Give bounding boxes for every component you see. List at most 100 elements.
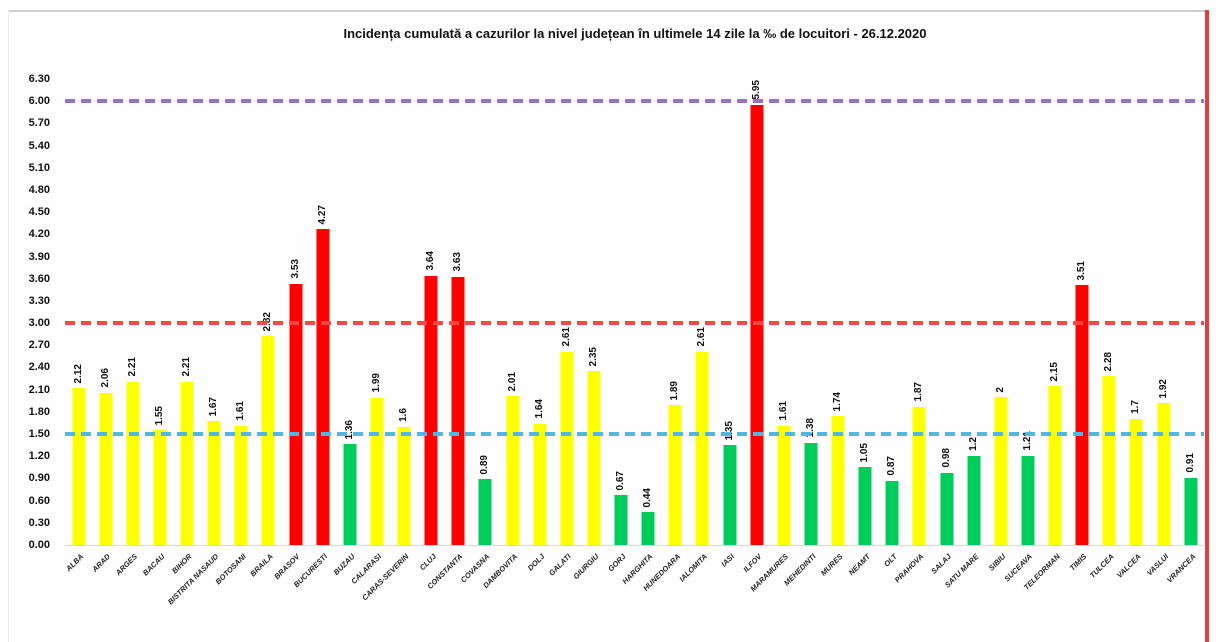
bar-teleorman xyxy=(1048,385,1062,545)
x-axis-label: BIHOR xyxy=(169,552,194,576)
bar-sibiu xyxy=(994,397,1008,545)
y-axis-tick: 6.00 xyxy=(28,95,50,108)
bar-arad xyxy=(99,392,113,545)
bar-value-label: 2.06 xyxy=(99,368,111,388)
bar-column-calarasi: 1.99 CALARASI xyxy=(350,79,390,586)
y-axis-tick: 1.50 xyxy=(28,428,50,441)
bar-value-label: 1.89 xyxy=(669,380,681,401)
bar-bacau xyxy=(153,430,167,545)
bar-column-teleorman: 2.15 TELEORMAN xyxy=(1021,79,1069,592)
upper-limit-line xyxy=(65,99,1204,104)
x-axis-label: CLUJ xyxy=(417,552,438,573)
y-axis-tick: 3.00 xyxy=(28,317,50,330)
x-axis-label: OLT xyxy=(882,552,899,569)
bar-value-label: 0.91 xyxy=(1184,453,1196,473)
chart-title: Incidența cumulată a cazurilor la nivel … xyxy=(343,26,927,41)
bar-column-sibiu: 2 SIBIU xyxy=(987,79,1014,573)
bar-value-label: 2.35 xyxy=(587,346,599,367)
bar-value-label: 1.74 xyxy=(832,391,844,412)
x-axis-label: GALATI xyxy=(547,552,574,578)
x-axis-label: SIBIU xyxy=(986,552,1008,573)
bar-value-label: 3.51 xyxy=(1076,260,1088,281)
y-axis-tick: 5.10 xyxy=(28,161,50,174)
y-axis-tick: 2.40 xyxy=(28,361,50,374)
bar-value-label: 0.67 xyxy=(615,470,627,491)
y-axis-tick: 6.30 xyxy=(28,73,50,85)
x-axis-label: BRAILA xyxy=(248,552,275,579)
bar-iasi xyxy=(723,445,737,545)
bar-column-satu-mare: 1.2 SATU MARE xyxy=(943,79,987,589)
y-axis-tick: 0.60 xyxy=(28,494,50,507)
y-axis-tick: 2.70 xyxy=(28,339,50,352)
y-axis-tick: 0.00 xyxy=(28,539,50,551)
x-axis-label: BUZAU xyxy=(331,552,357,577)
bar-value-label: 2.21 xyxy=(181,357,193,377)
x-axis-label: TULCEA xyxy=(1087,552,1116,580)
bar-column-ilfov: 5.95 ILFOV xyxy=(741,79,770,574)
bar-value-label: 2.61 xyxy=(560,327,572,347)
bar-column-cluj: 3.64 CLUJ xyxy=(417,79,445,572)
bar-value-label: 2.21 xyxy=(126,357,138,377)
bar-column-timis: 3.51 TIMIS xyxy=(1068,79,1096,573)
bar-satu-mare xyxy=(967,456,981,545)
bar-column-tulcea: 2.28 TULCEA xyxy=(1088,79,1123,580)
bar-column-botosani: 1.61 BOTOSANI xyxy=(213,79,255,586)
bar-column-harghita: 0.44 HARGHITA xyxy=(621,79,662,586)
x-axis-label: GIURGIU xyxy=(571,552,601,582)
bar-value-label: 0.87 xyxy=(886,456,898,476)
bar-mures xyxy=(831,416,845,545)
y-axis-tick: 3.30 xyxy=(28,294,50,307)
bar-buzau xyxy=(343,444,357,545)
bar-column-suceava: 1.21 SUCEAVA xyxy=(1003,79,1041,584)
bar-braila xyxy=(261,336,275,545)
bar-arges xyxy=(126,381,140,545)
x-axis-label: BACAU xyxy=(140,552,167,578)
bar-value-label: 1.7 xyxy=(1130,400,1142,415)
bar-column-iasi: 1.35 IASI xyxy=(716,79,743,569)
bar-value-label: 2.01 xyxy=(506,371,518,392)
y-axis-tick: 4.20 xyxy=(28,228,50,241)
y-axis-tick: 5.40 xyxy=(28,139,50,152)
y-axis-tick: 4.50 xyxy=(28,206,50,219)
bar-column-buzau: 1.36 BUZAU xyxy=(331,79,363,577)
bar-value-label: 5.95 xyxy=(750,80,762,100)
x-axis-label: DOLJ xyxy=(525,552,547,573)
page-top-border xyxy=(8,10,1207,12)
y-axis-tick: 1.20 xyxy=(28,450,50,463)
bar-column-galati: 2.61 GALATI xyxy=(547,79,580,578)
bar-brasov xyxy=(289,283,303,545)
bar-tulcea xyxy=(1102,376,1116,545)
bar-column-bihor: 2.21 BIHOR xyxy=(170,79,201,575)
bar-bucuresti xyxy=(316,229,330,545)
bar-column-maramures: 1.61 MARAMURES xyxy=(749,79,797,593)
bar-column-arad: 2.06 ARAD xyxy=(90,79,119,574)
bar-column-arges: 2.21 ARGES xyxy=(114,79,146,577)
x-axis-label: IASI xyxy=(719,552,736,569)
bar-value-label: 1.99 xyxy=(370,373,382,393)
x-axis-label: ALBA xyxy=(63,552,85,574)
x-axis-label: ARAD xyxy=(90,552,113,574)
bar-prahova xyxy=(912,406,926,545)
page-right-border xyxy=(1205,10,1209,642)
bar-column-covasna: 0.89 COVASNA xyxy=(459,79,499,584)
bar-value-label: 3.64 xyxy=(425,251,437,271)
bar-value-label: 1.87 xyxy=(913,382,925,402)
bar-value-label: 0.89 xyxy=(479,454,491,475)
bar-value-label: 2.61 xyxy=(696,327,708,347)
bar-column-giurgiu: 2.35 GIURGIU xyxy=(571,79,607,581)
x-axis-label: MURES xyxy=(818,552,845,578)
bar-value-label: 1.61 xyxy=(235,401,247,421)
bar-column-dolj: 1.64 DOLJ xyxy=(526,79,553,573)
bar-column-ialomita: 2.61 IALOMITA xyxy=(677,79,716,584)
bar-value-label: 1.92 xyxy=(1157,378,1169,398)
bar-valcea xyxy=(1129,419,1143,545)
bar-caras-severin xyxy=(397,426,411,545)
bar-value-label: 0.44 xyxy=(642,488,654,508)
bar-value-label: 1.61 xyxy=(777,401,789,421)
plot-area: 2.12 ALBA 2.06 ARAD 2.21 ARGES 1.55 BACAU 2.21 BI… xyxy=(64,79,1204,606)
bar-column-constanta: 3.63 CONSTANTA xyxy=(426,79,472,591)
y-axis: 6.30 6.00 5.70 5.40 5.10 4.80 4.50 4.20 3.90 3.60… xyxy=(0,73,58,551)
bar-column-hunedoara: 1.89 HUNEDOARA xyxy=(641,79,689,593)
x-axis-label: ILFOV xyxy=(741,552,764,574)
